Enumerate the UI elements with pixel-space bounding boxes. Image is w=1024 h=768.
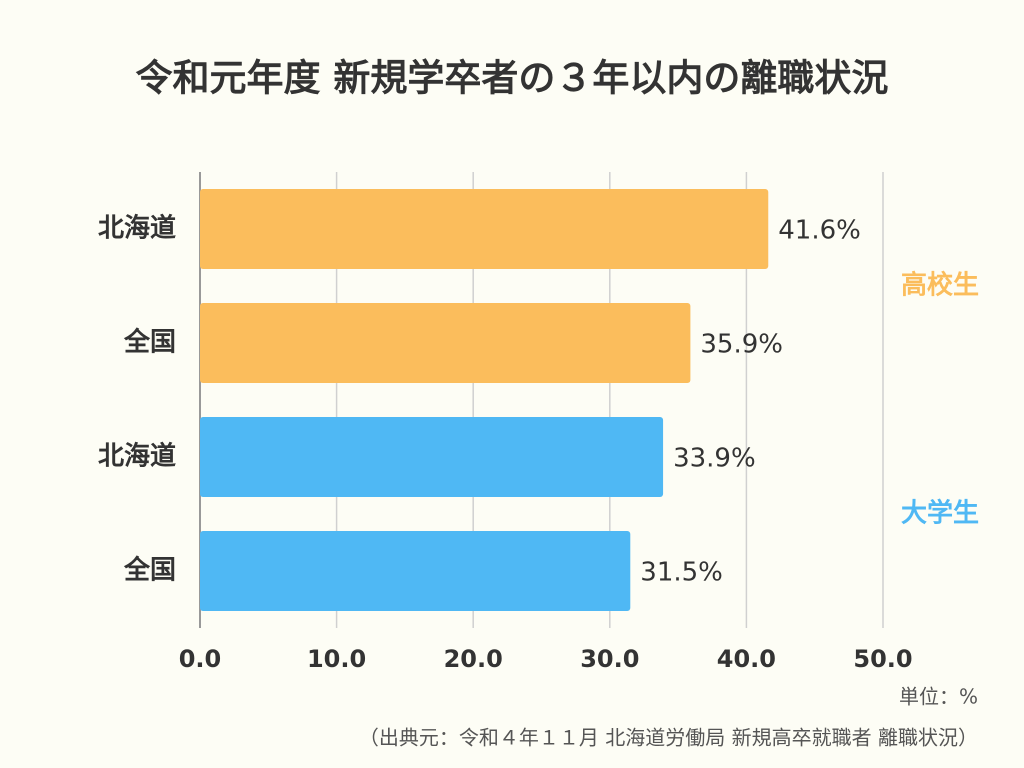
y-tick-label: 全国	[123, 555, 176, 586]
bar	[200, 417, 664, 497]
x-tick-label: 40.0	[717, 645, 776, 673]
value-label: 33.9%	[673, 444, 756, 474]
x-tick-label: 20.0	[444, 645, 503, 673]
bar	[200, 531, 631, 611]
group-label: 高校生	[901, 270, 979, 301]
bar	[200, 303, 691, 383]
y-tick-label: 北海道	[98, 213, 176, 244]
group-label: 大学生	[901, 498, 979, 529]
x-tick-label: 10.0	[307, 645, 366, 673]
value-label: 35.9%	[700, 330, 783, 360]
x-tick-label: 30.0	[580, 645, 639, 673]
x-tick-label: 50.0	[853, 645, 912, 673]
unit-note: 単位：%	[899, 685, 978, 709]
source-note: （出典元：令和４年１１月 北海道労働局 新規高卒就職者 離職状況）	[359, 726, 978, 750]
x-tick-label: 0.0	[179, 645, 222, 673]
y-tick-label: 全国	[123, 327, 176, 358]
y-tick-label: 北海道	[98, 441, 176, 472]
bar	[200, 189, 769, 269]
chart-title: 令和元年度 新規学卒者の３年以内の離職状況	[136, 57, 889, 100]
value-label: 41.6%	[778, 216, 861, 246]
value-label: 31.5%	[640, 558, 723, 588]
